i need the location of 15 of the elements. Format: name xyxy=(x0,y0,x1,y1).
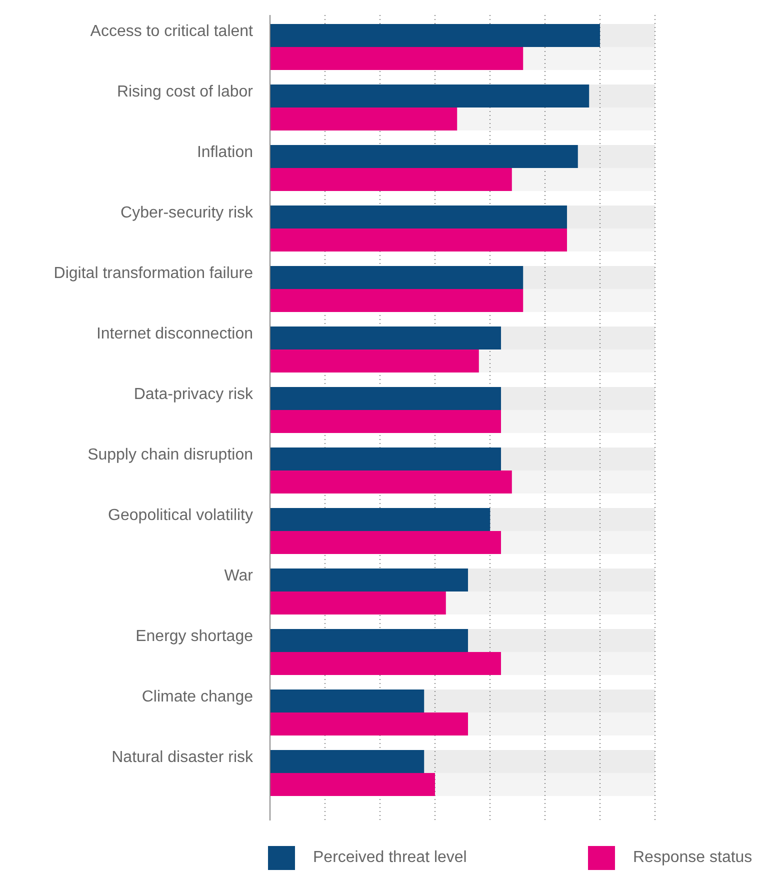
y-tick-label: Geopolitical volatility xyxy=(108,507,253,524)
y-tick-label: Climate change xyxy=(142,688,254,706)
y-tick-label: Inflation xyxy=(196,144,253,162)
legend-label: Response status xyxy=(633,849,752,866)
y-tick-label: Rising cost of labor xyxy=(116,84,254,101)
y-tick-label: Internet disconnection xyxy=(96,326,253,343)
y-tick-label: Access to critical talent xyxy=(90,23,254,40)
y-tick-label: War xyxy=(224,568,254,585)
legend-label: Perceived threat level xyxy=(313,849,467,866)
y-tick-label: Supply chain disruption xyxy=(88,446,253,464)
y-tick-label: Cyber-security risk xyxy=(120,204,254,222)
y-tick-label: Data-privacy risk xyxy=(134,386,254,404)
y-tick-label: Natural disaster risk xyxy=(112,749,254,766)
y-tick-label: Energy shortage xyxy=(136,628,254,646)
y-tick-label: Digital transformation failure xyxy=(54,265,254,282)
